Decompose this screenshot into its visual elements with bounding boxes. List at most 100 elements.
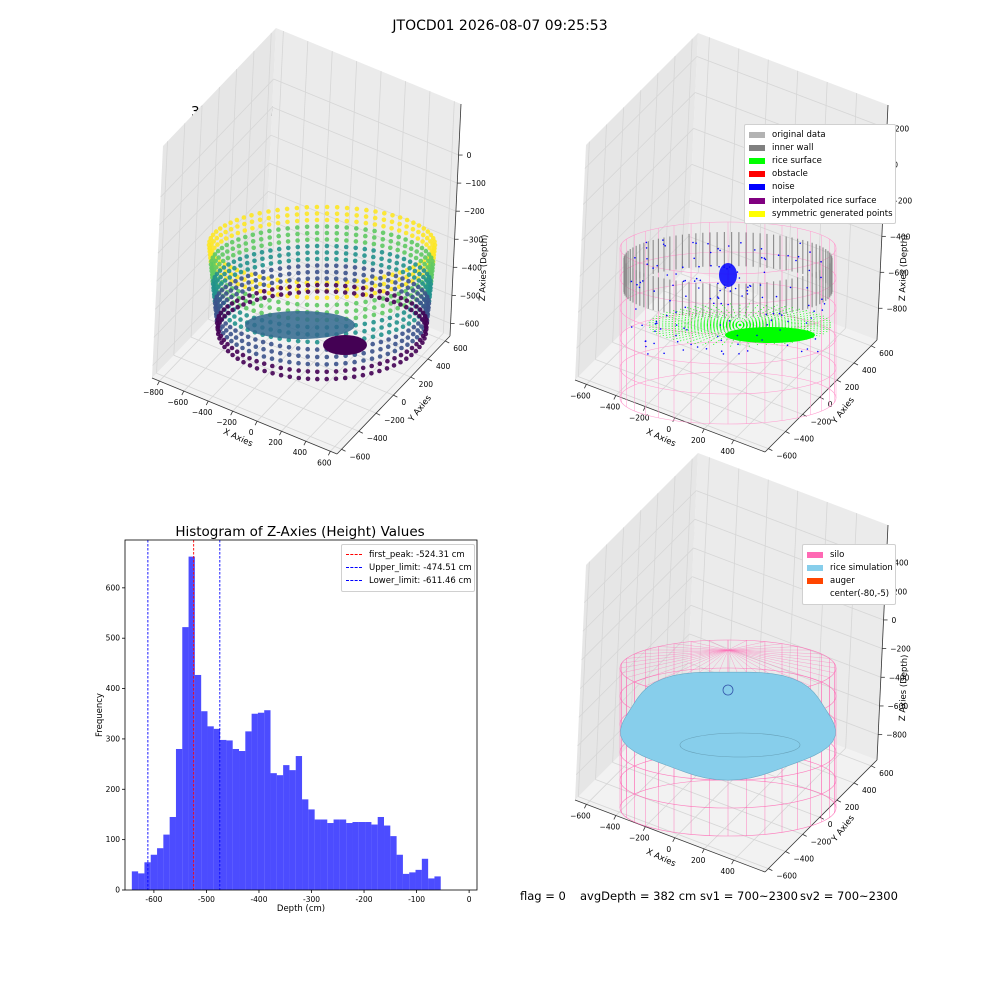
tl-point	[258, 288, 263, 294]
tr-noise-point	[729, 290, 732, 292]
tl-point	[324, 276, 330, 281]
tl-point	[353, 232, 359, 238]
tl-point	[385, 351, 391, 357]
tl-y-tick-label: 400	[436, 362, 451, 371]
tl-point	[278, 350, 283, 356]
tl-point	[253, 337, 258, 342]
tr-grid-z	[696, 56, 888, 129]
tl-point	[228, 288, 234, 293]
br-grid-y	[578, 796, 769, 870]
tl-point	[296, 277, 301, 282]
tr-noise-point	[786, 344, 789, 347]
tr-rice-surface	[649, 324, 741, 330]
tl-point	[377, 354, 383, 359]
tr-x-tick	[701, 428, 705, 434]
tr-noise-point	[814, 338, 817, 340]
tl-point	[334, 231, 340, 236]
tl-point	[418, 258, 424, 264]
tl-grid-y	[225, 69, 238, 302]
tl-point	[381, 281, 387, 287]
tl-point	[401, 263, 406, 268]
tl-point	[388, 232, 394, 238]
tl-point	[214, 235, 220, 241]
tl-point	[228, 331, 234, 337]
tl-point	[215, 278, 220, 283]
tl-point	[344, 205, 350, 211]
tl-point	[296, 375, 302, 381]
tl-point	[343, 251, 349, 256]
histogram-bar	[289, 770, 296, 890]
tl-point	[254, 291, 259, 296]
histogram-bar	[138, 873, 145, 890]
histogram-bar	[415, 869, 422, 890]
tl-point	[334, 250, 339, 256]
tl-point	[230, 307, 235, 313]
histogram-bar	[409, 872, 416, 890]
tl-point	[217, 268, 223, 273]
tl-point	[304, 231, 310, 236]
tl-point	[324, 269, 330, 275]
tl-point	[295, 244, 301, 250]
legend-label: rice simulation	[830, 562, 893, 573]
histogram-bar	[358, 822, 366, 890]
tl-point	[344, 238, 349, 243]
tl-point	[260, 263, 266, 268]
tl-point	[315, 369, 320, 375]
tl-point	[410, 288, 416, 293]
legend-label: symmetric generated points	[772, 208, 893, 219]
legend-swatch	[807, 551, 823, 558]
legend-label: rice surface	[772, 155, 822, 166]
tr-noise-point	[675, 334, 677, 337]
tl-point	[352, 258, 358, 264]
tr-grid-x	[733, 327, 846, 441]
tl-x-tick	[230, 410, 234, 416]
tl-point	[342, 375, 348, 381]
tl-point	[258, 230, 264, 236]
tl-point	[416, 321, 421, 326]
tl-point	[416, 223, 422, 228]
tr-y-tick-label: 200	[845, 383, 860, 392]
tr-x-tick-label: 400	[720, 447, 735, 456]
tl-point	[385, 344, 391, 350]
tl-point	[404, 304, 409, 310]
tl-point	[294, 218, 300, 224]
legend-line-swatch	[346, 580, 362, 582]
tl-x-tick	[327, 451, 331, 456]
tl-point	[324, 237, 330, 242]
tl-point	[426, 258, 431, 264]
tl-point	[404, 217, 410, 223]
tl-point	[268, 248, 273, 253]
tl-point	[389, 279, 395, 285]
tl-point	[222, 278, 228, 283]
tr-grid-y	[595, 124, 607, 360]
tl-point	[384, 297, 390, 303]
legend-line-swatch	[346, 567, 362, 569]
tl-point	[239, 276, 244, 281]
histogram-bar	[320, 819, 328, 890]
tr-noise-point	[676, 340, 679, 343]
tl-point	[296, 368, 302, 373]
tl-y-tick	[375, 412, 381, 416]
tl-point	[220, 252, 225, 257]
tl-point	[235, 356, 240, 362]
tr-noise-point	[724, 286, 727, 289]
br-silo-roof	[727, 640, 747, 651]
tl-point	[216, 313, 222, 319]
tl-point	[314, 230, 320, 236]
tr-noise-cluster	[719, 263, 737, 287]
tl-point	[380, 310, 385, 316]
tl-point	[220, 300, 226, 306]
tr-rice-surface	[739, 322, 832, 326]
tl-lower-band	[245, 311, 355, 339]
tr-y-tick	[785, 431, 790, 434]
tl-point	[400, 331, 405, 337]
tl-point	[344, 301, 350, 307]
tr-grid-x	[674, 305, 788, 419]
flag-text: flag = 0	[520, 889, 566, 903]
tl-point	[371, 254, 376, 260]
tl-point	[381, 288, 386, 294]
tl-point	[324, 354, 330, 360]
tl-point	[369, 371, 374, 376]
tl-point	[267, 298, 272, 303]
